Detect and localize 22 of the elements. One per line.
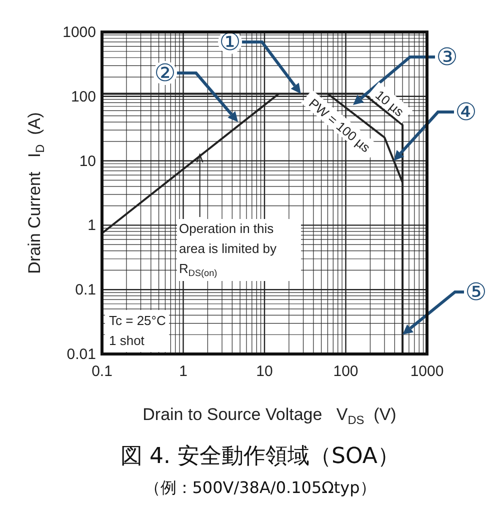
x-tick-label: 1 — [179, 363, 188, 380]
y-tick-label: 100 — [70, 88, 96, 106]
text: ③ — [436, 43, 458, 71]
x-tick-label: 0.1 — [92, 363, 112, 380]
y-tick-label: 1 — [88, 217, 96, 234]
x-tick-label: 100 — [333, 363, 358, 380]
annotation: ④ — [455, 98, 477, 126]
y-tick-label: 1000 — [62, 24, 96, 41]
text: （例：500V/38A/0.105Ωtyp） — [144, 478, 376, 497]
y-tick-label: 0.01 — [66, 346, 96, 363]
annotation: 10 µs — [372, 87, 408, 120]
annotation: Tc = 25°C 1 shot — [109, 313, 166, 348]
y-tick-label: 0.1 — [75, 282, 96, 299]
x-axis-title: Drain to Source Voltage V$_{DS}$ (V) — [142, 405, 396, 427]
annotation: Operation in this area is limited by R$_{DS(on)}$ — [179, 221, 278, 278]
annotation: PW = 100 µs — [306, 96, 374, 156]
y-tick-label: 10 — [79, 152, 96, 170]
annotation: ⑤ — [465, 278, 487, 306]
text: 図 4. 安全動作領域（SOA） — [120, 444, 400, 469]
x-tick-label: 10 — [256, 363, 273, 380]
x-tick-label: 1000 — [410, 363, 444, 380]
annotation: ② — [154, 59, 176, 87]
